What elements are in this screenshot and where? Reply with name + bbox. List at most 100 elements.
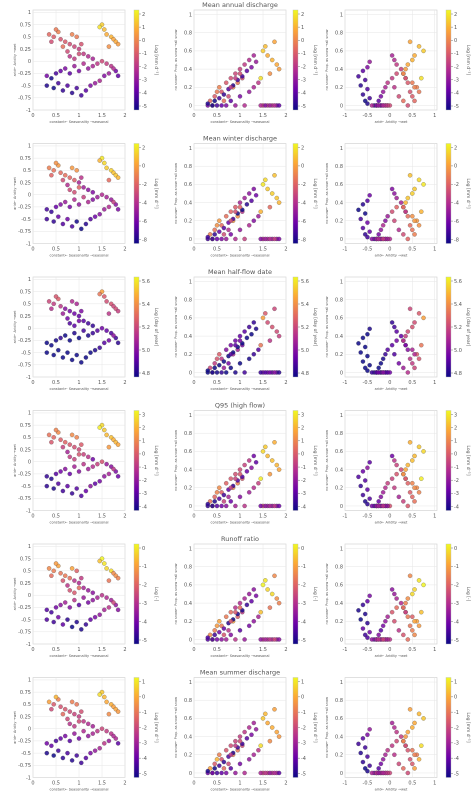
data-point: [369, 103, 375, 108]
y-tick-label: -1: [26, 241, 31, 247]
data-point: [251, 85, 257, 90]
data-point: [394, 62, 399, 67]
data-point: [258, 503, 263, 509]
data-point: [365, 487, 370, 492]
data-point: [74, 168, 79, 173]
data-point: [210, 770, 215, 776]
data-point: [97, 291, 102, 297]
colorbar: 0 -1 -2 -3 -4 -5 Log [-]: [133, 543, 159, 645]
data-point: [79, 442, 84, 447]
y-tick-label: 0.8: [184, 298, 192, 304]
colorbar-tick-label: 1: [454, 679, 457, 685]
data-point: [237, 605, 243, 610]
y-tick-label: 0.4: [184, 734, 192, 740]
data-point: [51, 702, 56, 707]
data-point: [410, 324, 415, 330]
data-point: [76, 719, 82, 724]
data-point: [60, 44, 66, 49]
colorbar: 3 2 1 0 -1 -2 -3 -4 Log [mm d⁻¹]: [133, 410, 159, 511]
colorbar-bar: [292, 143, 299, 244]
y-tick-label: 0: [340, 370, 343, 376]
data-point: [403, 476, 408, 481]
data-point: [242, 503, 247, 509]
y-tick-label: 0.4: [335, 467, 343, 473]
x-tick-label: 2: [123, 247, 126, 253]
data-point: [272, 236, 277, 242]
data-point: [217, 619, 222, 624]
y-tick-label: -0.5: [21, 83, 31, 89]
data-point: [246, 591, 252, 597]
data-point: [46, 32, 52, 37]
data-point: [367, 229, 372, 234]
x-tick-label: -1: [343, 514, 348, 520]
colorbar-tick-label: 3: [454, 412, 457, 418]
x-tick-label: -0.5: [363, 514, 373, 520]
data-point: [416, 711, 422, 717]
data-point: [405, 503, 411, 509]
data-point: [405, 729, 411, 735]
colorbar-tick-label: -5: [301, 104, 306, 110]
data-point: [53, 294, 59, 299]
data-point: [258, 637, 263, 642]
data-point: [53, 605, 59, 610]
y-tick-label: 0.5: [23, 435, 31, 441]
data-point: [389, 476, 395, 481]
data-point: [392, 619, 397, 624]
y-tick-label: 0.4: [184, 67, 192, 73]
data-point: [90, 56, 96, 62]
data-point: [74, 85, 79, 91]
y-tick-label: -0.75: [18, 496, 31, 502]
y-tick-label: -0.25: [18, 338, 31, 344]
data-point: [65, 216, 70, 222]
data-point: [376, 632, 381, 638]
data-point: [403, 600, 408, 606]
colorbar-bar: [292, 543, 299, 645]
data-point: [392, 591, 397, 597]
colorbar-tick-label: -2: [142, 478, 147, 484]
data-point: [51, 568, 56, 574]
data-point: [76, 335, 82, 341]
y-tick-label: 0.4: [335, 67, 343, 73]
data-point: [263, 44, 268, 49]
data-point: [76, 185, 82, 190]
data-point: [106, 711, 112, 717]
data-point: [72, 44, 77, 49]
y-tick-label: 0.8: [335, 431, 343, 437]
data-point: [56, 347, 61, 353]
data-point: [358, 617, 363, 622]
data-point: [60, 755, 66, 761]
colorbar-label: Log [mm d⁻¹]: [312, 178, 318, 208]
data-point: [88, 617, 93, 622]
colorbar-tick-label: -4: [301, 504, 306, 510]
data-point: [106, 44, 112, 49]
data-point: [60, 622, 66, 627]
data-point: [410, 80, 415, 85]
y-axis-label: arid← Aridity →wet: [13, 444, 17, 477]
data-point: [401, 605, 406, 610]
colorbar-bar: [133, 9, 140, 111]
data-point: [242, 637, 247, 642]
data-point: [76, 51, 82, 57]
data-point: [389, 743, 395, 748]
data-point: [49, 343, 54, 348]
data-point: [217, 629, 222, 635]
data-point: [228, 209, 234, 214]
colorbar-label: Log [mm d⁻¹]: [153, 445, 159, 475]
data-point: [58, 571, 63, 576]
x-tick-label: 1.5: [98, 247, 106, 253]
data-point: [62, 199, 68, 205]
data-point: [410, 227, 415, 233]
y-tick-label: -0.5: [21, 751, 31, 757]
x-tick-label: 1: [238, 380, 241, 386]
x-axis-label: arid← Aridity →wet: [375, 387, 408, 391]
y-tick-label: -0.75: [18, 229, 31, 235]
data-point: [67, 71, 73, 76]
data-point: [421, 48, 426, 54]
data-point: [69, 758, 75, 763]
data-point: [85, 466, 91, 472]
colorbar-tick-label: -1: [454, 465, 459, 471]
plot-frame: [344, 9, 438, 111]
data-point: [272, 39, 277, 45]
data-point: [263, 770, 268, 776]
data-point: [102, 607, 107, 613]
